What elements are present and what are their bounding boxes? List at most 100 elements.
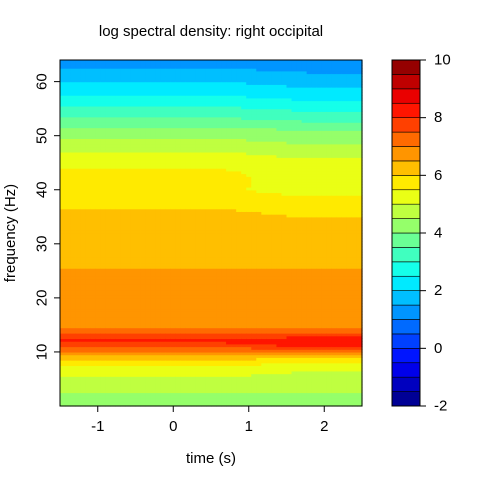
heatmap-cell bbox=[175, 138, 182, 142]
heatmap-cell bbox=[155, 327, 162, 331]
heatmap-cell bbox=[200, 97, 207, 102]
heatmap-cell bbox=[195, 357, 202, 361]
heatmap-cell bbox=[110, 216, 116, 221]
heatmap-cell bbox=[175, 178, 182, 183]
heatmap-cell bbox=[246, 157, 252, 161]
heatmap-cell bbox=[100, 211, 106, 215]
heatmap-cell bbox=[160, 389, 167, 394]
heatmap-cell bbox=[160, 397, 167, 402]
heatmap-cell bbox=[125, 205, 132, 210]
heatmap-cell bbox=[185, 151, 192, 156]
heatmap-cell bbox=[246, 265, 252, 269]
heatmap-cell bbox=[75, 224, 81, 229]
heatmap-cell bbox=[75, 105, 81, 110]
heatmap-cell bbox=[125, 68, 132, 72]
heatmap-cell bbox=[211, 203, 217, 207]
heatmap-cell bbox=[226, 60, 232, 64]
heatmap-cell bbox=[221, 143, 227, 148]
heatmap-cell bbox=[100, 114, 106, 118]
heatmap-cell bbox=[241, 122, 247, 126]
heatmap-cell bbox=[95, 92, 101, 96]
heatmap-cell bbox=[211, 216, 217, 221]
heatmap-cell bbox=[130, 305, 137, 310]
heatmap-cell bbox=[90, 178, 96, 183]
heatmap-cell bbox=[200, 73, 207, 77]
heatmap-cell bbox=[216, 78, 222, 83]
heatmap-cell bbox=[70, 254, 76, 258]
heatmap-cell bbox=[120, 138, 127, 142]
heatmap-cell bbox=[231, 314, 237, 318]
heatmap-cell bbox=[155, 181, 162, 185]
heatmap-cell bbox=[180, 233, 187, 237]
heatmap-cell bbox=[130, 292, 137, 296]
heatmap-cell bbox=[190, 260, 197, 264]
heatmap-cell bbox=[160, 214, 167, 218]
heatmap-cell bbox=[246, 227, 252, 231]
heatmap-cell bbox=[175, 192, 182, 196]
heatmap-cell bbox=[221, 195, 227, 199]
heatmap-cell bbox=[221, 216, 227, 221]
heatmap-cell bbox=[120, 357, 127, 361]
heatmap-cell bbox=[205, 224, 212, 229]
heatmap-cell bbox=[115, 192, 121, 196]
heatmap-cell bbox=[125, 276, 132, 280]
heatmap-cell bbox=[165, 205, 172, 210]
heatmap-cell bbox=[180, 249, 187, 253]
heatmap-cell bbox=[125, 103, 132, 107]
heatmap-cell bbox=[60, 260, 66, 264]
heatmap-cell bbox=[125, 138, 132, 142]
heatmap-cell bbox=[60, 378, 66, 383]
heatmap-cell bbox=[90, 346, 96, 350]
heatmap-cell bbox=[105, 200, 111, 204]
heatmap-cell bbox=[120, 333, 127, 337]
heatmap-cell bbox=[200, 360, 207, 364]
heatmap-cell bbox=[160, 381, 167, 385]
heatmap-cell bbox=[190, 197, 197, 202]
heatmap-cell bbox=[170, 273, 177, 277]
heatmap-cell bbox=[110, 292, 116, 296]
heatmap-cell bbox=[105, 233, 111, 237]
heatmap-cell bbox=[231, 233, 237, 237]
heatmap-cell bbox=[120, 343, 127, 348]
heatmap-cell bbox=[60, 387, 66, 391]
heatmap-cell bbox=[140, 235, 147, 239]
heatmap-cell bbox=[135, 319, 142, 323]
heatmap-cell bbox=[200, 138, 207, 142]
heatmap-cell bbox=[246, 300, 252, 304]
heatmap-cell bbox=[95, 251, 101, 256]
heatmap-cell bbox=[95, 224, 101, 229]
heatmap-cell bbox=[190, 68, 197, 72]
heatmap-cell bbox=[200, 124, 207, 129]
heatmap-cell bbox=[125, 157, 132, 161]
heatmap-cell bbox=[70, 235, 76, 239]
heatmap-cell bbox=[90, 287, 96, 291]
heatmap-cell bbox=[155, 132, 162, 137]
heatmap-cell bbox=[140, 162, 147, 167]
heatmap-cell bbox=[85, 403, 91, 407]
heatmap-cell bbox=[241, 260, 247, 264]
heatmap-cell bbox=[130, 187, 137, 191]
heatmap-cell bbox=[145, 362, 152, 367]
heatmap-cell bbox=[150, 270, 157, 275]
heatmap-cell bbox=[140, 170, 147, 175]
heatmap-cell bbox=[80, 254, 86, 258]
heatmap-cell bbox=[160, 184, 167, 188]
heatmap-cell bbox=[130, 400, 137, 404]
heatmap-cell bbox=[221, 281, 227, 285]
heatmap-cell bbox=[175, 168, 182, 172]
heatmap-cell bbox=[85, 124, 91, 129]
heatmap-cell bbox=[80, 281, 86, 285]
heatmap-cell bbox=[125, 105, 132, 110]
heatmap-cell bbox=[150, 84, 157, 88]
heatmap-cell bbox=[221, 97, 227, 102]
heatmap-cell bbox=[180, 157, 187, 161]
heatmap-cell bbox=[65, 400, 71, 404]
heatmap-cell bbox=[236, 324, 242, 329]
heatmap-cell bbox=[226, 200, 232, 204]
heatmap-cell bbox=[170, 251, 177, 256]
heatmap-cell bbox=[120, 311, 127, 315]
heatmap-cell bbox=[216, 308, 222, 312]
heatmap-cell bbox=[65, 389, 71, 394]
heatmap-cell bbox=[115, 278, 121, 283]
heatmap-cell bbox=[125, 338, 132, 342]
